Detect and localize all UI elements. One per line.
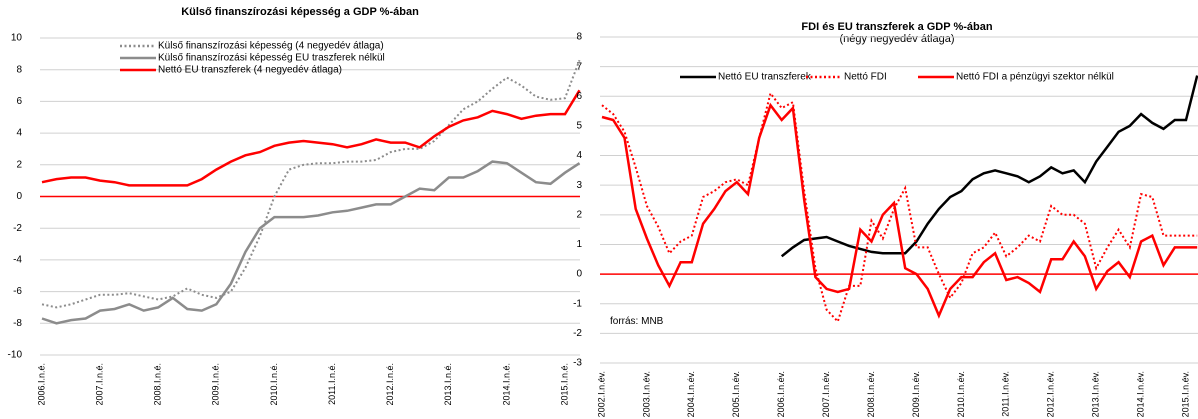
x-tick-label: 2014.I.n.év. [1135, 371, 1145, 417]
y-tick-label: 8 [576, 32, 582, 43]
y-tick-label: -6 [13, 286, 22, 297]
x-tick-label: 2015.I.n.év. [1180, 371, 1190, 417]
y-tick-label: -10 [8, 350, 23, 361]
y-tick-label: 5 [576, 121, 582, 132]
x-tick-label: 2005.I.n.év. [731, 371, 741, 417]
y-tick-label: 10 [11, 33, 23, 44]
y-tick-label: 0 [576, 269, 582, 280]
series-line [601, 91, 1198, 324]
x-tick-label: 2002.I.n.év. [596, 371, 606, 417]
chart-title: Külső finanszírozási képesség a GDP %-áb… [181, 6, 419, 18]
legend-label: Külső finanszírozási képesség EU traszfe… [158, 53, 385, 64]
x-tick-label: 2009.I.n.é. [211, 363, 221, 406]
y-tick-label: 1 [576, 239, 582, 250]
x-tick-label: 2013.I.n.év. [1091, 371, 1101, 417]
y-tick-label: 4 [576, 150, 582, 161]
x-tick-label: 2011.I.n.é. [327, 363, 337, 405]
x-tick-label: 2008.I.n.é. [153, 363, 163, 406]
legend-label: Nettó FDI [844, 72, 887, 83]
legend-label: Nettó EU transzferek (4 negyedév átlaga) [158, 65, 342, 76]
y-tick-label: 6 [16, 96, 22, 107]
y-tick-label: 2 [16, 159, 22, 170]
y-tick-label: 2 [576, 209, 582, 220]
x-tick-label: 2006.I.n.é. [36, 363, 46, 406]
chart-title: FDI és EU transzferek a GDP %-ában [801, 21, 992, 33]
y-tick-label: -4 [13, 255, 22, 266]
y-tick-label: 4 [16, 128, 22, 139]
x-tick-label: 2008.I.n.év. [866, 371, 876, 417]
series-line [41, 89, 581, 187]
y-tick-label: 7 [576, 61, 582, 72]
y-tick-label: -3 [573, 358, 582, 369]
x-tick-label: 2014.I.n.é. [501, 363, 511, 406]
x-tick-label: 2009.I.n.év. [911, 371, 921, 417]
annotation: forrás: MNB [610, 316, 664, 327]
x-tick-label: 2007.I.n.é. [94, 363, 104, 406]
y-tick-label: 3 [576, 180, 582, 191]
x-tick-label: 2007.I.n.év. [821, 371, 831, 417]
y-tick-label: -2 [13, 223, 22, 234]
series-line [41, 59, 581, 309]
series-line [780, 75, 1198, 258]
x-tick-label: 2015.I.n.é. [559, 363, 569, 406]
y-tick-label: -2 [573, 328, 582, 339]
chart-subtitle: (négy negyedév átlaga) [840, 33, 955, 45]
x-tick-label: 2003.I.n.év. [641, 371, 651, 417]
legend-label: Külső finanszírozási képesség (4 negyedé… [158, 41, 384, 52]
x-tick-label: 2012.I.n.é. [385, 363, 395, 406]
x-tick-label: 2011.I.n.év. [1001, 371, 1011, 417]
y-tick-label: 8 [16, 64, 22, 75]
legend-label: Nettó EU transzferek [718, 72, 812, 83]
x-tick-label: 2004.I.n.év. [686, 371, 696, 417]
x-tick-label: 2006.I.n.év. [776, 371, 786, 417]
y-tick-label: 6 [576, 91, 582, 102]
x-tick-label: 2010.I.n.év. [956, 371, 966, 417]
y-tick-label: -8 [13, 318, 22, 329]
y-tick-label: 0 [16, 191, 22, 202]
legend-label: Nettó FDI a pénzügyi szektor nélkül [956, 72, 1114, 83]
x-tick-label: 2012.I.n.év. [1046, 371, 1056, 417]
series-line [41, 160, 581, 325]
y-tick-label: -1 [573, 298, 582, 309]
x-tick-label: 2010.I.n.é. [269, 363, 279, 406]
series-line [601, 102, 1198, 319]
x-tick-label: 2013.I.n.é. [443, 363, 453, 406]
